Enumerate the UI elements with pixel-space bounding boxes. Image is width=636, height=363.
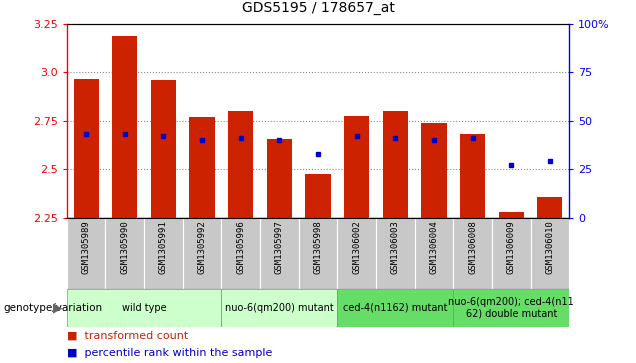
Text: GSM1305998: GSM1305998 [314,220,322,274]
Bar [415,218,453,289]
Bar [221,289,337,327]
Bar [337,218,376,289]
Text: GSM1306009: GSM1306009 [507,220,516,274]
Bar [260,218,299,289]
Bar [537,197,562,218]
Bar [112,36,137,218]
Bar [221,218,260,289]
Bar [305,174,331,218]
Bar [67,218,106,289]
Text: GSM1305990: GSM1305990 [120,220,129,274]
Bar [344,116,370,218]
Bar [453,218,492,289]
Bar [422,123,446,218]
Text: GSM1306003: GSM1306003 [391,220,400,274]
Text: GSM1305989: GSM1305989 [81,220,90,274]
Bar [74,79,99,218]
Bar [183,218,221,289]
Text: GSM1305996: GSM1305996 [236,220,245,274]
Text: wild type: wild type [121,303,167,313]
Text: ■  percentile rank within the sample: ■ percentile rank within the sample [67,348,272,358]
Bar [460,134,485,218]
Text: nuo-6(qm200) mutant: nuo-6(qm200) mutant [225,303,334,313]
Bar [144,218,183,289]
Bar [337,289,453,327]
Text: nuo-6(qm200); ced-4(n11
62) double mutant: nuo-6(qm200); ced-4(n11 62) double mutan… [448,297,574,318]
Bar [228,111,253,218]
Bar [383,111,408,218]
Bar [190,117,214,218]
Bar [492,218,530,289]
Text: GSM1306008: GSM1306008 [468,220,477,274]
Bar [299,218,337,289]
Text: ■  transformed count: ■ transformed count [67,330,188,340]
Text: genotype/variation: genotype/variation [3,303,102,313]
Bar [530,218,569,289]
Bar [499,212,524,218]
Text: GSM1305991: GSM1305991 [159,220,168,274]
Text: GSM1306004: GSM1306004 [429,220,438,274]
Text: ▶: ▶ [53,301,63,314]
Text: GSM1305992: GSM1305992 [198,220,207,274]
Bar [266,139,292,218]
Text: GSM1306002: GSM1306002 [352,220,361,274]
Bar [67,289,221,327]
Bar [376,218,415,289]
Bar [151,80,176,218]
Text: GSM1305997: GSM1305997 [275,220,284,274]
Text: GDS5195 / 178657_at: GDS5195 / 178657_at [242,0,394,15]
Bar [453,289,569,327]
Text: GSM1306010: GSM1306010 [546,220,555,274]
Text: ced-4(n1162) mutant: ced-4(n1162) mutant [343,303,448,313]
Bar [106,218,144,289]
